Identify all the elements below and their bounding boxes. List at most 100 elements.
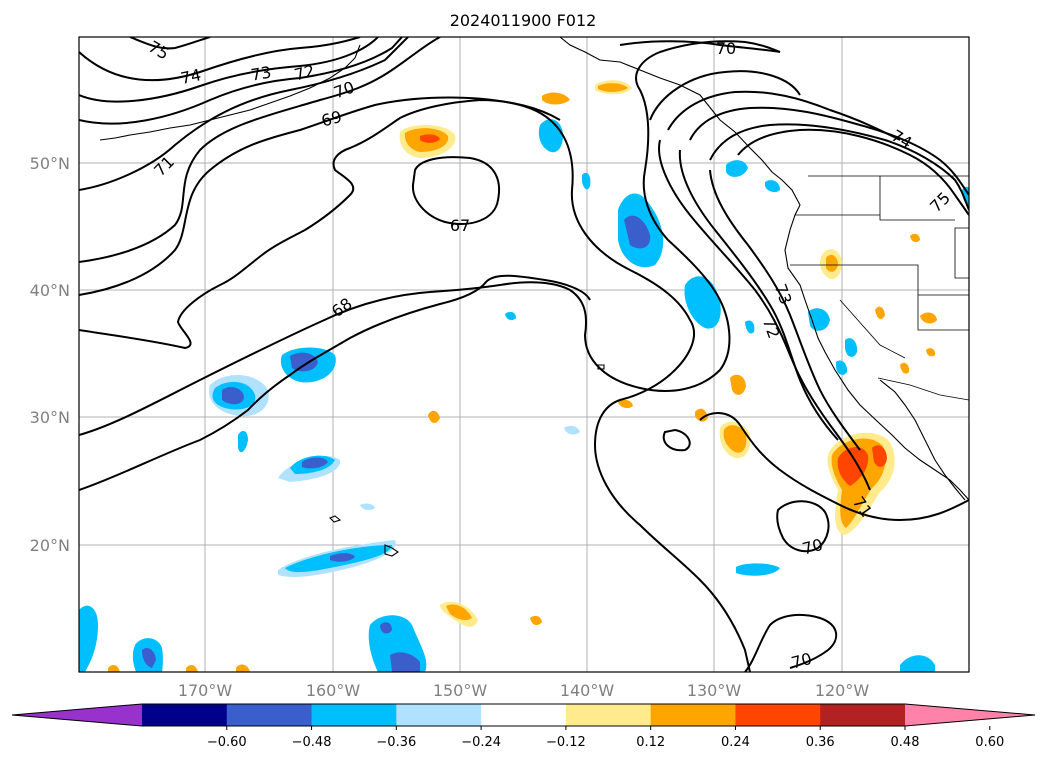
state-border bbox=[839, 299, 906, 359]
blue-blob bbox=[684, 276, 721, 329]
map-frame bbox=[78, 36, 970, 673]
contour-label: 72 bbox=[759, 315, 784, 341]
orange-blob bbox=[730, 374, 746, 395]
contour-label: 70 bbox=[716, 39, 736, 58]
colorbar-segment bbox=[226, 704, 313, 726]
blue-blob bbox=[330, 553, 355, 562]
orange-blob bbox=[875, 306, 885, 320]
colorbar: −0.60 −0.48 −0.36 −0.24 −0.12 0.12 0.24 0.36 0.4… bbox=[11, 703, 1036, 750]
blue-blob bbox=[538, 119, 563, 153]
contours bbox=[79, 37, 969, 672]
colorbar-segment bbox=[735, 704, 821, 726]
colorbar-tick-label: 0.24 bbox=[721, 735, 750, 750]
blue-blob bbox=[900, 655, 935, 672]
shading-negative bbox=[79, 119, 969, 672]
orange-blob bbox=[420, 134, 440, 143]
orange-blob bbox=[108, 664, 120, 672]
state-border bbox=[790, 264, 969, 331]
blue-blob bbox=[505, 311, 516, 321]
orange-blob bbox=[926, 348, 936, 357]
contour-label: 70 bbox=[331, 77, 357, 102]
contour-label: 69 bbox=[319, 107, 344, 131]
colorbar-segment bbox=[820, 704, 906, 726]
mexico-border bbox=[877, 377, 969, 401]
orange-blob bbox=[446, 604, 472, 621]
contour-71-trough bbox=[709, 169, 861, 451]
colorbar-tick-label: −0.12 bbox=[546, 735, 586, 750]
contour-label: 75 bbox=[145, 37, 172, 64]
colorbar-segment bbox=[396, 704, 482, 726]
blue-blob bbox=[564, 425, 580, 435]
contour-72-trough bbox=[678, 149, 839, 441]
orange-blob bbox=[530, 615, 542, 626]
colorbar-segment bbox=[650, 704, 736, 726]
colorbar-tick-label: −0.48 bbox=[292, 735, 332, 750]
contour-label: 70 bbox=[800, 535, 825, 559]
contour-73 bbox=[79, 37, 379, 103]
contour-label: 71 bbox=[150, 152, 178, 180]
contour-73-trough bbox=[658, 139, 871, 491]
contour-71-southeast bbox=[662, 428, 691, 452]
colorbar-tick-label: −0.24 bbox=[461, 735, 501, 750]
blue-blob bbox=[390, 652, 420, 672]
colorbar-tick-label: −0.60 bbox=[207, 735, 247, 750]
contour-69 bbox=[79, 96, 751, 672]
orange-blob bbox=[542, 92, 570, 105]
contour-label: 75 bbox=[926, 188, 954, 216]
lat-label: 50°N bbox=[30, 154, 70, 173]
blue-blob bbox=[582, 172, 591, 190]
orange-blob bbox=[695, 408, 708, 422]
orange-blob bbox=[826, 254, 838, 272]
latitude-labels: 50°N 40°N 30°N 20°N bbox=[30, 154, 70, 555]
state-border bbox=[879, 176, 955, 221]
orange-blob bbox=[920, 312, 937, 324]
lat-label: 20°N bbox=[30, 536, 70, 555]
contour-label: 72 bbox=[292, 61, 317, 85]
blue-blob bbox=[745, 320, 755, 334]
colorbar-tick-label: 0.36 bbox=[806, 735, 835, 750]
blue-blob bbox=[845, 338, 858, 357]
contour-72-east bbox=[667, 90, 901, 141]
contour-67 bbox=[411, 156, 500, 225]
coastlines bbox=[99, 37, 969, 557]
contour-70-east bbox=[619, 40, 781, 53]
blue-blob bbox=[836, 360, 848, 375]
orange-blob bbox=[910, 233, 920, 243]
blue-blob bbox=[142, 648, 156, 668]
state-border bbox=[954, 227, 969, 279]
shading-positive bbox=[108, 80, 937, 672]
island-coast bbox=[329, 515, 342, 523]
contour-label: 70 bbox=[789, 649, 814, 673]
contour-70-southeast bbox=[744, 613, 838, 672]
lon-label: 120°W bbox=[815, 681, 870, 700]
map-area: 75 74 73 72 70 71 69 67 68 70 74 75 73 7… bbox=[79, 37, 969, 673]
contour-70-loop bbox=[776, 500, 830, 553]
blue-blob bbox=[302, 457, 328, 469]
lon-label: 140°W bbox=[560, 681, 615, 700]
blue-blob bbox=[290, 352, 318, 372]
colorbar-segment bbox=[565, 704, 652, 726]
colorbar-outline bbox=[11, 703, 1036, 727]
blue-blob bbox=[380, 622, 392, 634]
blue-blob bbox=[765, 180, 780, 193]
colorbar-segment bbox=[481, 704, 567, 726]
contour-label: 67 bbox=[450, 216, 470, 235]
contour-69-east bbox=[79, 274, 591, 491]
lon-label: 150°W bbox=[433, 681, 488, 700]
contour-label: 74 bbox=[888, 126, 915, 153]
blue-blob bbox=[79, 605, 98, 672]
orange-blob bbox=[900, 362, 910, 374]
contour-73-east bbox=[689, 106, 969, 196]
contour-74-east bbox=[709, 123, 969, 211]
orange-blob bbox=[186, 664, 198, 672]
blue-blob bbox=[222, 387, 244, 405]
contour-72 bbox=[79, 37, 403, 125]
contour-68-inner bbox=[79, 98, 561, 350]
contour-70-south bbox=[699, 412, 969, 522]
orange-blob bbox=[837, 446, 869, 486]
contour-70-west bbox=[79, 37, 441, 263]
aleutian-coast bbox=[99, 44, 361, 141]
colorbar-extend-low bbox=[12, 704, 142, 726]
colorbar-tick-label: 0.60 bbox=[975, 735, 1004, 750]
